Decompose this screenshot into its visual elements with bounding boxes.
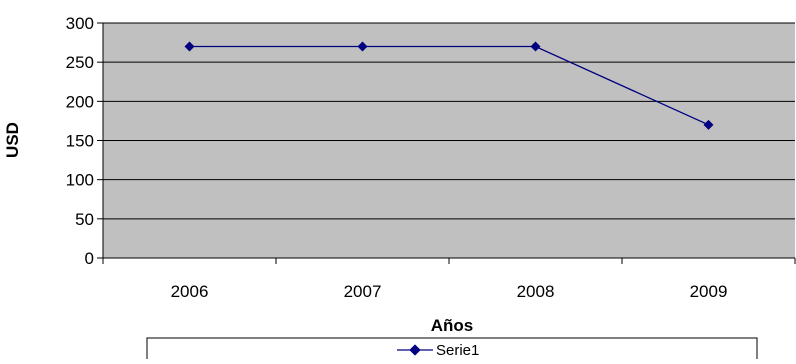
x-tick-label: 2009: [690, 282, 728, 301]
y-tick-label: 100: [66, 171, 94, 190]
x-tick-label: 2006: [171, 282, 209, 301]
series-line: [189, 45, 709, 126]
y-tick-label: 250: [66, 53, 94, 72]
x-axis-title: Años: [431, 316, 474, 335]
legend: Serie1: [146, 337, 758, 362]
data-point-marker: [530, 41, 541, 52]
legend-series-marker: [409, 344, 421, 356]
data-point-marker: [703, 119, 714, 130]
y-tick-label: 0: [85, 249, 94, 268]
data-point-marker: [357, 41, 368, 52]
y-tick-label: 300: [66, 14, 94, 33]
x-tick-label: 2008: [517, 282, 555, 301]
data-point-marker: [184, 41, 195, 52]
legend-label: Serie1: [436, 342, 479, 359]
x-tick-label: 2007: [344, 282, 382, 301]
y-tick-label: 150: [66, 132, 94, 151]
y-axis-title: USD: [3, 122, 22, 158]
y-tick-label: 200: [66, 92, 94, 111]
y-tick-label: 50: [75, 210, 94, 229]
